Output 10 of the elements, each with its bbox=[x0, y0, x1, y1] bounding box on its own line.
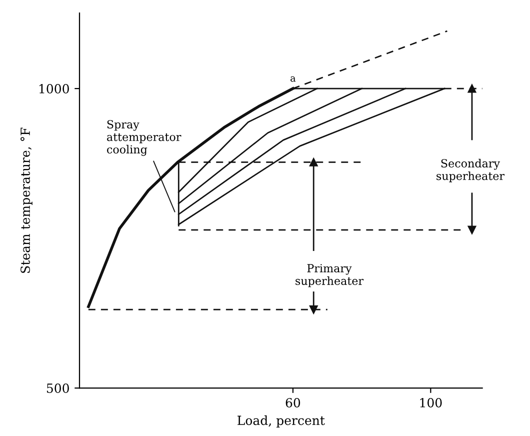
x-tick-label: 100 bbox=[420, 398, 442, 408]
x-axis-title: Load, percent bbox=[238, 415, 325, 428]
annotation: Secondary superheater bbox=[436, 158, 504, 182]
annotation: a bbox=[290, 76, 296, 82]
y-axis-title: Steam temperature, °F bbox=[20, 128, 32, 273]
x-tick-label: 60 bbox=[286, 398, 300, 408]
annotation: Spray attemperator cooling bbox=[107, 120, 182, 156]
y-tick-label: 500 bbox=[46, 384, 69, 393]
y-tick-label: 1000 bbox=[39, 84, 69, 94]
annotation: Primary superheater bbox=[296, 264, 364, 288]
